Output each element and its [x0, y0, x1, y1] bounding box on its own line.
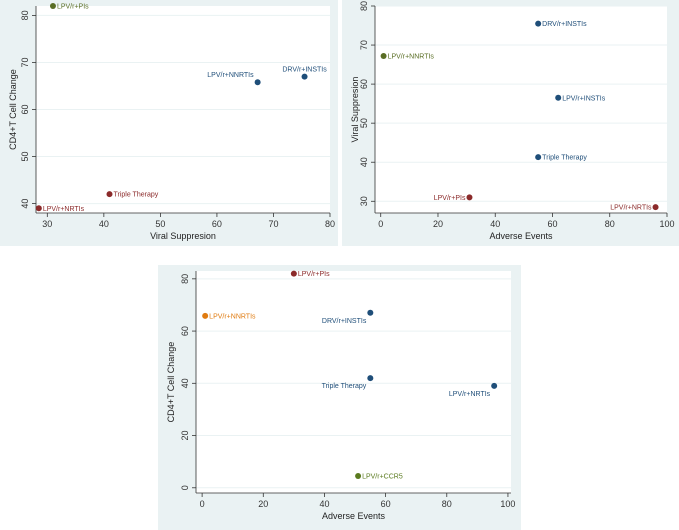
y-tick-label: 50 [359, 118, 369, 128]
y-tick-label: 60 [359, 79, 369, 89]
x-tick-label: 60 [547, 219, 557, 229]
scatter-svg-1: 30 40 50 60 70 80 40 50 60 70 80 Viral Suppresion CD… [8, 3, 335, 241]
data-point [380, 52, 387, 59]
data-point [367, 309, 374, 316]
y-tick-label: 70 [359, 40, 369, 50]
x-axis-title: Adverse Events [322, 511, 386, 521]
y-axis-title: CD4+T Cell Change [8, 69, 18, 150]
point-label: LPV/r+INSTIs [562, 95, 605, 102]
scatter-panel-1: 30 40 50 60 70 80 40 50 60 70 80 Viral Suppresion CD… [0, 0, 338, 246]
data-point [202, 312, 209, 319]
point-label: DRV/r+INSTIs [542, 21, 587, 28]
x-axis-title: Adverse Events [489, 231, 553, 241]
point-label: DRV/r+INSTIs [282, 67, 327, 74]
data-point [652, 204, 659, 211]
y-tick-label: 40 [359, 157, 369, 167]
y-tick-label: 30 [359, 196, 369, 206]
y-tick-label: 80 [180, 274, 190, 284]
data-point [106, 191, 113, 198]
scatter-svg-3: 0 20 40 60 80 100 0 20 40 60 80 Adverse Events CD4+T… [166, 270, 515, 521]
data-point [466, 194, 473, 201]
point-label: LPV/r+PIs [298, 271, 330, 278]
plot-area [375, 6, 667, 213]
x-tick-label: 60 [381, 499, 391, 509]
data-point [254, 79, 261, 86]
data-point [367, 375, 374, 382]
x-tick-label: 0 [200, 499, 205, 509]
scatter-svg-2: 0 20 40 60 80 100 30 40 50 60 70 80 Adverse Events Vi… [350, 1, 675, 241]
point-label: LPV/r+CCR5 [362, 474, 403, 481]
point-label: Triple Therapy [114, 192, 159, 199]
point-label: LPV/r+NNRTIs [209, 313, 256, 320]
data-point [491, 382, 498, 389]
x-tick-label: 70 [268, 219, 278, 229]
data-point [535, 154, 542, 161]
x-tick-label: 60 [212, 219, 222, 229]
data-point [290, 270, 297, 277]
point-label: LPV/r+NRTIs [43, 206, 85, 213]
x-tick-label: 30 [42, 219, 52, 229]
x-tick-label: 80 [442, 499, 452, 509]
scatter-panel-3: 0 20 40 60 80 100 0 20 40 60 80 Adverse Events CD4+T… [158, 265, 521, 530]
y-tick-label: 70 [20, 57, 30, 67]
y-tick-label: 80 [359, 1, 369, 11]
point-label: Triple Therapy [322, 383, 367, 390]
y-tick-label: 20 [180, 431, 190, 441]
y-tick-label: 60 [20, 104, 30, 114]
y-tick-label: 80 [20, 10, 30, 20]
x-tick-label: 40 [490, 219, 500, 229]
point-label: LPV/r+PIs [57, 4, 89, 11]
plot-area [196, 271, 511, 493]
data-point [301, 73, 308, 80]
point-label: DRV/r+INSTIs [322, 318, 367, 325]
data-point [555, 94, 562, 101]
x-tick-label: 50 [155, 219, 165, 229]
x-tick-label: 100 [500, 499, 515, 509]
y-axis-title: CD4+T Cell Change [166, 342, 176, 423]
point-label: LPV/r+NRTIs [449, 391, 491, 398]
x-tick-label: 20 [433, 219, 443, 229]
y-axis-title: Viral Suppresion [350, 77, 360, 143]
point-label: Triple Therapy [542, 155, 587, 162]
point-label: LPV/r+PIs [434, 195, 466, 202]
y-tick-label: 40 [180, 378, 190, 388]
data-point [535, 20, 542, 27]
scatter-panel-2: 0 20 40 60 80 100 30 40 50 60 70 80 Adverse Events Vi… [342, 0, 679, 246]
y-tick-label: 40 [20, 199, 30, 209]
x-tick-label: 40 [99, 219, 109, 229]
point-label: LPV/r+NNRTIs [207, 72, 254, 79]
x-tick-label: 80 [325, 219, 335, 229]
x-tick-label: 100 [659, 219, 674, 229]
point-label: LPV/r+NRTIs [610, 205, 652, 212]
y-tick-label: 50 [20, 152, 30, 162]
data-point [49, 3, 56, 9]
x-tick-label: 20 [258, 499, 268, 509]
x-tick-label: 0 [378, 219, 383, 229]
y-tick-label: 0 [180, 485, 190, 490]
point-label: LPV/r+NNRTIs [388, 53, 435, 60]
x-tick-label: 80 [605, 219, 615, 229]
data-point [355, 473, 362, 480]
x-axis-title: Viral Suppresion [150, 231, 216, 241]
y-tick-label: 60 [180, 326, 190, 336]
x-tick-label: 40 [319, 499, 329, 509]
data-point [35, 205, 42, 212]
